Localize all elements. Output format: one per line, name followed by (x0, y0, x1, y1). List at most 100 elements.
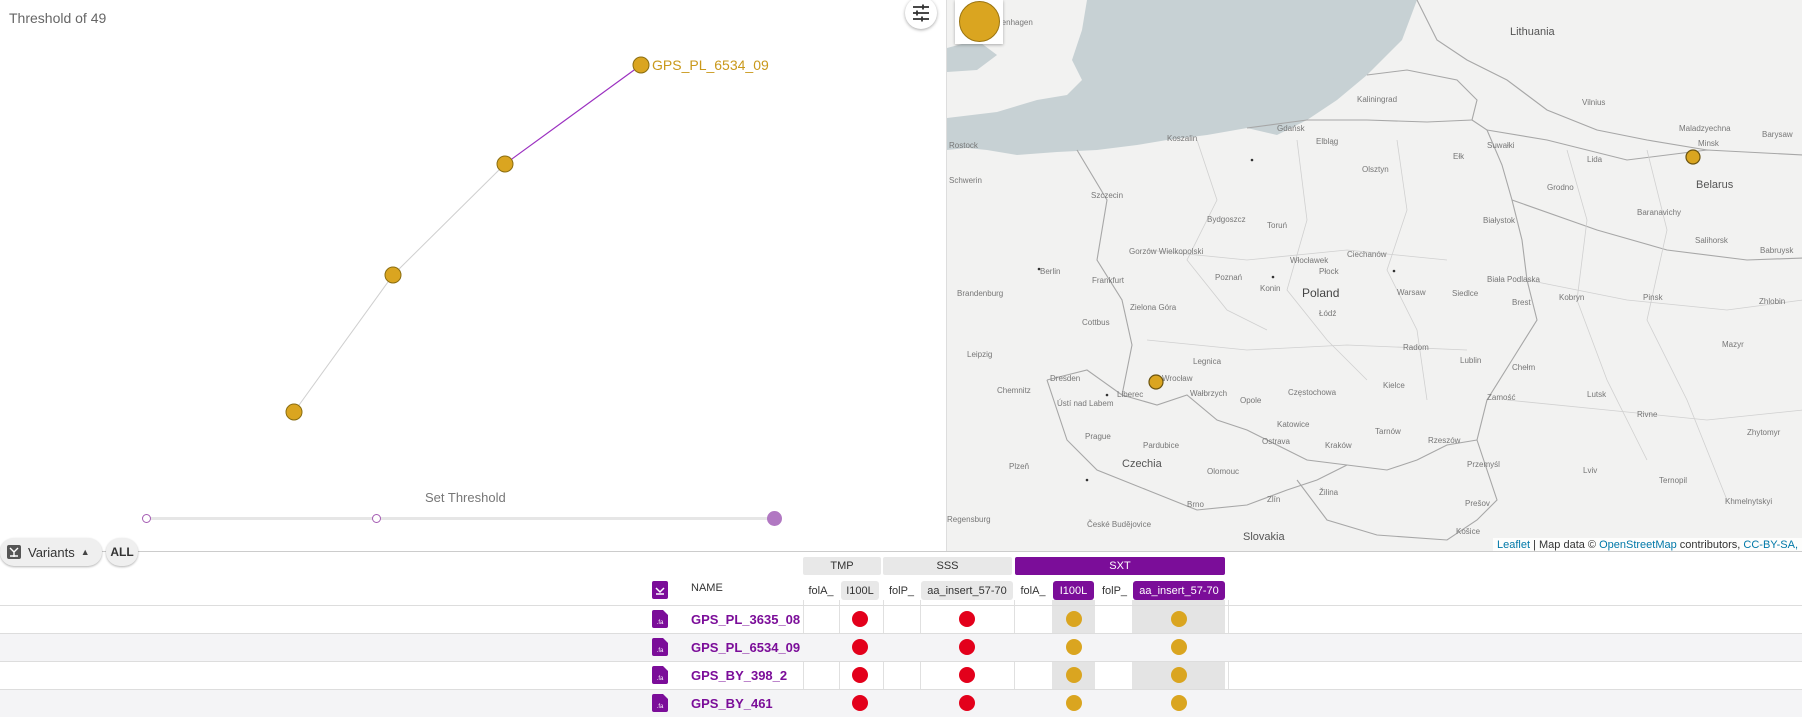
column-header[interactable]: aa_insert_57-70 (1133, 581, 1225, 600)
border-lt-by (1416, 0, 1708, 151)
map-panel[interactable]: Lithuania Belarus Poland Czechia Slovaki… (946, 0, 1802, 552)
download-icon[interactable] (652, 581, 668, 599)
svg-text:.fa: .fa (657, 676, 664, 682)
map-city-label: Zhytomyr (1747, 428, 1781, 437)
tree-edge (392, 163, 506, 276)
map-city-label: Plzeň (1009, 462, 1030, 471)
column-header[interactable]: I100L (841, 581, 879, 600)
map-city-label: Warsaw (1397, 288, 1426, 297)
group-header-sxt[interactable]: SXT (1015, 557, 1225, 575)
variant-dot[interactable] (1171, 639, 1187, 655)
map-city-label: Częstochowa (1288, 388, 1337, 397)
map-city-label: Przemyśl (1467, 460, 1500, 469)
map-city-label: Babruysk (1760, 246, 1794, 255)
column-header[interactable]: folP_ (888, 584, 915, 597)
map-city-label: Lutsk (1587, 390, 1607, 399)
table-row[interactable]: .fa GPS_BY_398_2 (0, 661, 1802, 689)
column-header[interactable]: folP_ (1101, 584, 1128, 597)
sliders-icon (913, 4, 929, 22)
variant-dot[interactable] (1171, 695, 1187, 711)
map-city-label: Kobryn (1559, 293, 1585, 302)
map-city-label: Dresden (1050, 374, 1081, 383)
group-header-sss[interactable]: SSS (883, 557, 1012, 575)
variant-dot[interactable] (1171, 667, 1187, 683)
row-name[interactable]: GPS_BY_461 (691, 696, 773, 711)
map-city-label: Legnica (1193, 357, 1222, 366)
column-header[interactable]: I100L (1053, 581, 1094, 600)
fasta-file-icon[interactable]: .fa (652, 666, 668, 684)
circle-legend-icon (959, 1, 1000, 42)
variant-dot[interactable] (852, 667, 868, 683)
variant-dot[interactable] (852, 639, 868, 655)
variant-dot[interactable] (852, 611, 868, 627)
column-header[interactable]: folA_ (1020, 584, 1046, 597)
map-city-label: Kielce (1383, 381, 1405, 390)
row-name[interactable]: GPS_PL_3635_08 (691, 612, 801, 627)
map-city-label: Ostrava (1262, 437, 1291, 446)
tree-panel: Threshold of 49 GPS_PL_6534_09 Set Thres… (0, 0, 945, 552)
threshold-slider-thumb[interactable] (767, 511, 782, 526)
map-city-label: Berlin (1040, 267, 1061, 276)
table-row[interactable]: .fa GPS_BY_461 (0, 689, 1802, 717)
map-city-label: Rzeszów (1428, 436, 1461, 445)
row-name[interactable]: GPS_BY_398_2 (691, 668, 788, 683)
table-row[interactable]: .fa GPS_PL_3635_08 (0, 605, 1802, 633)
tree-node[interactable] (496, 155, 514, 173)
map-city-label: Brest (1512, 298, 1531, 307)
map-country-label: Lithuania (1510, 26, 1555, 38)
tree-node[interactable] (285, 403, 303, 421)
osm-link[interactable]: OpenStreetMap (1599, 539, 1677, 551)
row-name[interactable]: GPS_PL_6534_09 (691, 640, 801, 655)
map-city-label: Tarnów (1375, 427, 1401, 436)
license-link[interactable]: CC-BY-SA, (1743, 539, 1798, 551)
fasta-file-icon[interactable]: .fa (652, 610, 668, 628)
variant-dot[interactable] (959, 639, 975, 655)
leaflet-link[interactable]: Leaflet (1497, 539, 1531, 551)
map-city-label: Biała Podlaska (1487, 275, 1540, 284)
variant-dot[interactable] (959, 667, 975, 683)
variant-dot[interactable] (852, 695, 868, 711)
map-city-label: Bydgoszcz (1207, 215, 1246, 224)
table-row[interactable]: .fa GPS_PL_6534_09 (0, 633, 1802, 661)
border-de-pl (1076, 149, 1133, 396)
slider-tick[interactable] (142, 514, 151, 523)
tree-node[interactable] (384, 266, 402, 284)
lagoon (1277, 78, 1342, 108)
map-city-label: Salihorsk (1695, 236, 1728, 245)
map-city-label: Khmelnytskyi (1725, 497, 1773, 506)
fasta-file-icon[interactable]: .fa (652, 694, 668, 712)
caret-up-icon: ▲ (80, 547, 90, 557)
variant-dot[interactable] (1171, 611, 1187, 627)
variant-dot[interactable] (959, 695, 975, 711)
column-header[interactable]: aa_insert_57-70 (921, 581, 1013, 600)
attribution-text: | Map data © (1530, 539, 1600, 551)
variant-dot[interactable] (1066, 639, 1082, 655)
group-header-tmp[interactable]: TMP (803, 557, 881, 575)
tree-node-highlighted[interactable] (632, 56, 650, 74)
map-marker[interactable] (1148, 374, 1164, 390)
threshold-slider-track[interactable] (146, 517, 776, 520)
map-city-label: Mazyr (1722, 340, 1744, 349)
column-header[interactable]: folA_ (808, 584, 834, 597)
slider-tick[interactable] (372, 514, 381, 523)
map-city-label: Ternopil (1659, 476, 1688, 485)
variants-icon (7, 545, 21, 559)
map-city-label: Olsztyn (1362, 165, 1389, 174)
variant-dot[interactable] (1066, 695, 1082, 711)
map-city-label: Rostock (949, 141, 978, 150)
map-marker[interactable] (1685, 149, 1701, 165)
settings-button[interactable] (905, 0, 937, 29)
variant-dot[interactable] (1066, 611, 1082, 627)
border-pl-south (1121, 394, 1478, 471)
fasta-file-icon[interactable]: .fa (652, 638, 668, 656)
border-kaliningrad (1366, 69, 1478, 121)
map-city-label: Copenhagen (987, 18, 1033, 27)
map-city-label: České Budějovice (1087, 520, 1152, 529)
variant-dot[interactable] (959, 611, 975, 627)
map-city-label: Maladzyechna (1679, 124, 1731, 133)
all-button[interactable]: ALL (106, 538, 138, 566)
variant-dot[interactable] (1066, 667, 1082, 683)
map-canvas[interactable] (947, 0, 1802, 552)
name-column-header[interactable]: NAME (691, 582, 723, 594)
variants-button[interactable]: Variants ▲ (0, 538, 102, 566)
